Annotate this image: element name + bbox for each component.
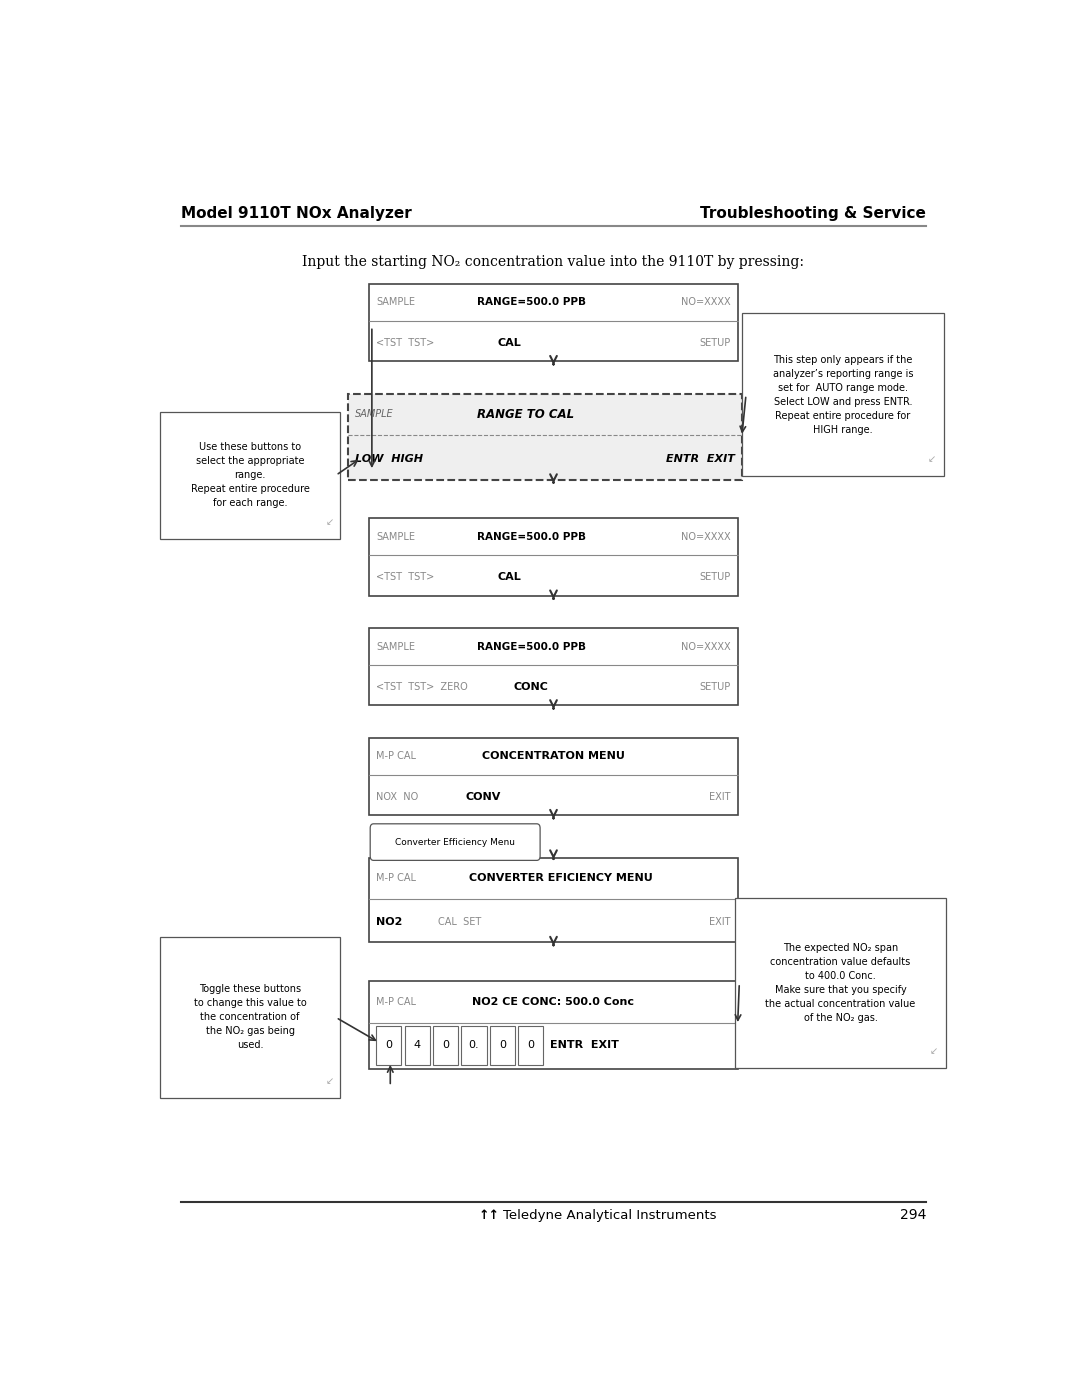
FancyBboxPatch shape <box>461 1025 486 1065</box>
Text: RANGE=500.0 PPB: RANGE=500.0 PPB <box>477 641 586 651</box>
FancyBboxPatch shape <box>376 1025 401 1065</box>
Text: <TST  TST>: <TST TST> <box>376 573 434 583</box>
FancyBboxPatch shape <box>160 412 340 539</box>
Text: 0: 0 <box>527 1041 535 1051</box>
Text: 0: 0 <box>499 1041 505 1051</box>
Text: RANGE=500.0 PPB: RANGE=500.0 PPB <box>477 298 586 307</box>
Text: CONV: CONV <box>465 792 501 802</box>
Text: LOW  HIGH: LOW HIGH <box>355 454 423 464</box>
Text: ↙: ↙ <box>929 1046 937 1056</box>
FancyBboxPatch shape <box>433 1025 458 1065</box>
Text: 0: 0 <box>386 1041 392 1051</box>
Text: Toggle these buttons
to change this value to
the concentration of
the NO₂ gas be: Toggle these buttons to change this valu… <box>193 985 307 1051</box>
Text: Troubleshooting & Service: Troubleshooting & Service <box>700 207 926 221</box>
Text: M-P CAL: M-P CAL <box>376 997 416 1007</box>
FancyBboxPatch shape <box>369 284 738 362</box>
FancyBboxPatch shape <box>490 1025 515 1065</box>
FancyBboxPatch shape <box>349 394 742 479</box>
Text: The expected NO₂ span
concentration value defaults
to 400.0 Conc.
Make sure that: The expected NO₂ span concentration valu… <box>766 943 916 1023</box>
FancyBboxPatch shape <box>369 629 738 705</box>
Text: CAL: CAL <box>498 573 522 583</box>
Text: ↙: ↙ <box>326 517 334 527</box>
Text: ↑↑: ↑↑ <box>478 1208 499 1222</box>
Text: 4: 4 <box>414 1041 420 1051</box>
Text: CONVERTER EFICIENCY MENU: CONVERTER EFICIENCY MENU <box>469 873 652 883</box>
Text: SETUP: SETUP <box>700 338 731 348</box>
Text: Use these buttons to
select the appropriate
range.
Repeat entire procedure
for e: Use these buttons to select the appropri… <box>191 443 310 509</box>
Text: NO=XXXX: NO=XXXX <box>681 641 731 651</box>
FancyBboxPatch shape <box>742 313 944 476</box>
FancyBboxPatch shape <box>405 1025 430 1065</box>
FancyBboxPatch shape <box>369 858 738 942</box>
Text: RANGE=500.0 PPB: RANGE=500.0 PPB <box>477 532 586 542</box>
Text: EXIT: EXIT <box>710 792 731 802</box>
Text: 0: 0 <box>442 1041 449 1051</box>
Text: ↙: ↙ <box>326 1076 334 1085</box>
Text: SAMPLE: SAMPLE <box>355 409 394 419</box>
FancyBboxPatch shape <box>735 898 946 1067</box>
Text: EXIT: EXIT <box>710 916 731 928</box>
FancyBboxPatch shape <box>369 738 738 816</box>
Text: ENTR  EXIT: ENTR EXIT <box>666 454 735 464</box>
FancyBboxPatch shape <box>369 981 738 1069</box>
Text: <TST  TST>: <TST TST> <box>376 338 434 348</box>
Text: ENTR  EXIT: ENTR EXIT <box>550 1041 619 1051</box>
Text: SAMPLE: SAMPLE <box>376 298 415 307</box>
Text: Input the starting NO₂ concentration value into the 9110T by pressing:: Input the starting NO₂ concentration val… <box>302 256 805 270</box>
FancyBboxPatch shape <box>518 1025 543 1065</box>
Text: <TST  TST>  ZERO: <TST TST> ZERO <box>376 682 468 692</box>
Text: NO2: NO2 <box>376 916 403 928</box>
Text: NOX  NO: NOX NO <box>376 792 418 802</box>
Text: 0.: 0. <box>469 1041 480 1051</box>
FancyBboxPatch shape <box>370 824 540 861</box>
Text: NO=XXXX: NO=XXXX <box>681 298 731 307</box>
Text: SETUP: SETUP <box>700 573 731 583</box>
Text: NO2 CE CONC: 500.0 Conc: NO2 CE CONC: 500.0 Conc <box>473 997 635 1007</box>
Text: M-P CAL: M-P CAL <box>376 873 416 883</box>
Text: SAMPLE: SAMPLE <box>376 641 415 651</box>
Text: RANGE TO CAL: RANGE TO CAL <box>477 408 575 420</box>
Text: CONC: CONC <box>514 682 549 692</box>
FancyBboxPatch shape <box>369 518 738 595</box>
Text: CONCENTRATON MENU: CONCENTRATON MENU <box>482 752 625 761</box>
Text: Model 9110T NOx Analyzer: Model 9110T NOx Analyzer <box>181 207 411 221</box>
Text: Teledyne Analytical Instruments: Teledyne Analytical Instruments <box>503 1208 717 1222</box>
Text: CAL: CAL <box>498 338 522 348</box>
Text: CAL  SET: CAL SET <box>438 916 482 928</box>
Text: M-P CAL: M-P CAL <box>376 752 416 761</box>
Text: This step only appears if the
analyzer’s reporting range is
set for  AUTO range : This step only appears if the analyzer’s… <box>773 355 914 434</box>
Text: Converter Efficiency Menu: Converter Efficiency Menu <box>395 838 515 847</box>
Text: NO=XXXX: NO=XXXX <box>681 532 731 542</box>
Text: SAMPLE: SAMPLE <box>376 532 415 542</box>
Text: ↙: ↙ <box>928 454 935 464</box>
Text: SETUP: SETUP <box>700 682 731 692</box>
Text: 294: 294 <box>900 1208 926 1222</box>
FancyBboxPatch shape <box>160 937 340 1098</box>
